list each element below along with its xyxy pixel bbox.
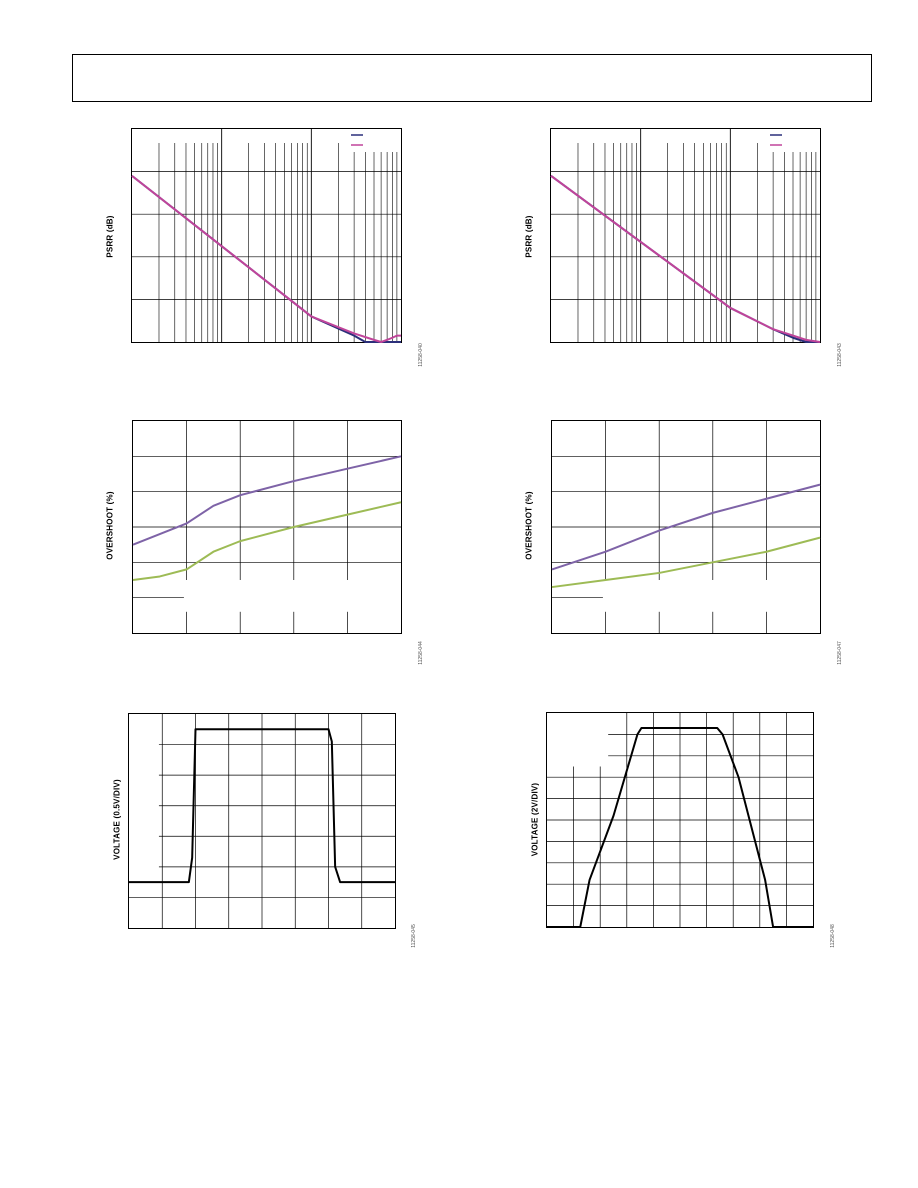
overshoot-left-chart <box>132 421 402 633</box>
step-right-figure-id: 11258-048 <box>830 924 836 948</box>
series-line-1 <box>129 728 395 884</box>
series-line-1 <box>547 726 813 928</box>
series-line-2 <box>551 536 821 589</box>
psrr-right-chart <box>550 129 821 343</box>
annotation-box <box>602 580 820 612</box>
legend-box <box>347 130 399 152</box>
overshoot-right-ylabel: OVERSHOOT (%) <box>524 491 534 560</box>
psrr-right-figure-id: 11258-043 <box>837 343 843 367</box>
series-line-2 <box>132 501 402 581</box>
step-left-ylabel: VOLTAGE (0.5V/DIV) <box>112 779 122 860</box>
series-line-1 <box>131 175 401 343</box>
series-line-1 <box>550 175 820 343</box>
psrr-right-plot <box>550 128 821 343</box>
page-header-box <box>72 54 872 102</box>
overshoot-left-plot <box>132 420 402 634</box>
overshoot-left-figure-id: 11258-044 <box>418 641 424 665</box>
step-left-figure-id: 11258-045 <box>411 924 417 948</box>
overshoot-left-ylabel: OVERSHOOT (%) <box>105 491 115 560</box>
step-left-chart <box>129 714 395 928</box>
annotation-box <box>129 714 159 886</box>
overshoot-right-figure-id: 11258-047 <box>837 641 843 665</box>
psrr-left-figure-id: 11258-040 <box>418 343 424 367</box>
series-line-2 <box>131 175 401 343</box>
legend-box <box>766 130 818 152</box>
annotation-box <box>547 713 609 767</box>
series-line-2 <box>550 175 821 343</box>
step-left-plot <box>128 713 396 929</box>
annotation-box <box>183 580 401 612</box>
psrr-left-plot <box>131 128 402 343</box>
psrr-right-ylabel: PSRR (dB) <box>524 215 534 258</box>
step-right-ylabel: VOLTAGE (2V/DIV) <box>530 782 540 857</box>
step-right-plot <box>546 712 814 928</box>
series-line-1 <box>551 483 821 571</box>
step-right-chart <box>547 713 813 928</box>
overshoot-right-plot <box>551 420 821 634</box>
psrr-left-chart <box>131 129 401 343</box>
psrr-left-ylabel: PSRR (dB) <box>105 215 115 258</box>
series-line-1 <box>132 455 402 546</box>
overshoot-right-chart <box>551 421 821 633</box>
